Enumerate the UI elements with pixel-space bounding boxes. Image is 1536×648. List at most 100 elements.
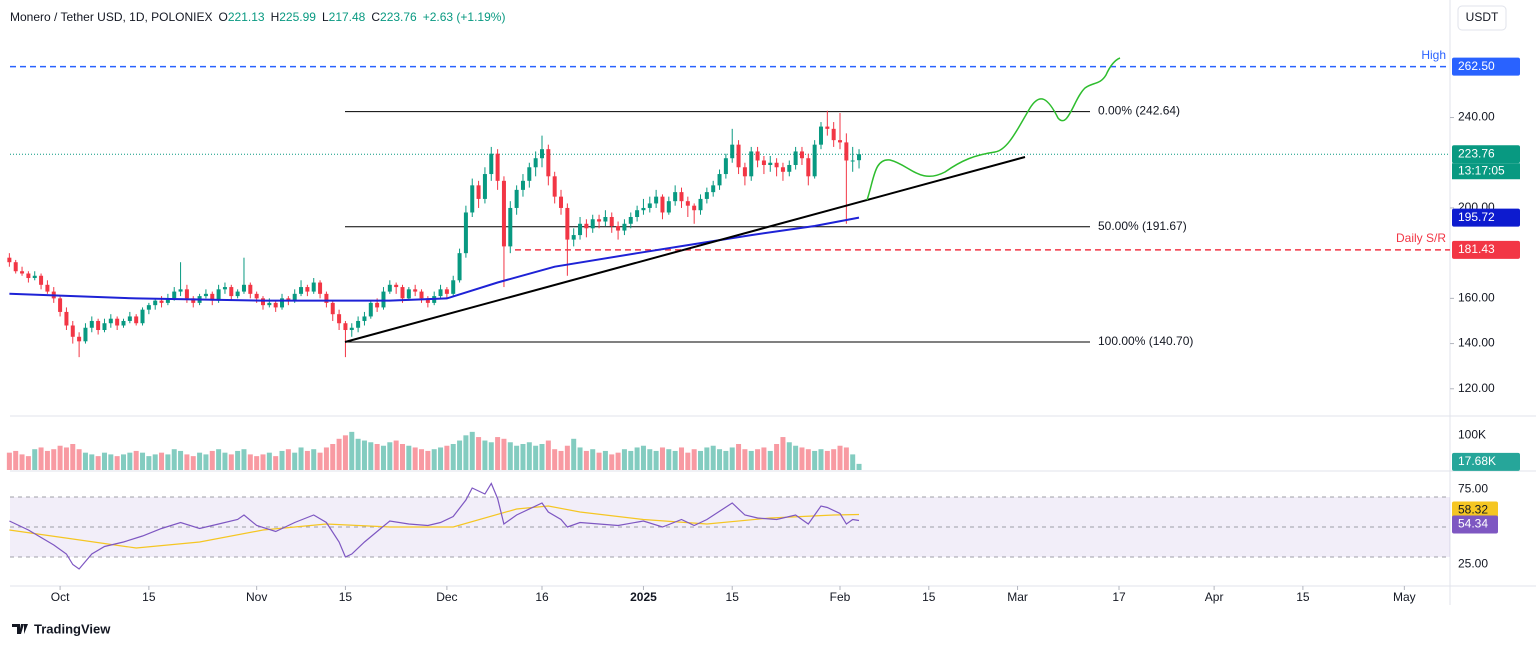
projection-path xyxy=(866,57,1121,201)
volume-bar xyxy=(419,449,425,470)
high-price-label-box xyxy=(1452,57,1520,76)
open-value: 221.13 xyxy=(228,10,265,24)
volume-bar xyxy=(190,456,196,470)
candle-body xyxy=(229,287,234,297)
volume-bar xyxy=(292,452,298,470)
candle-body xyxy=(286,298,291,301)
volume-bar xyxy=(133,450,139,470)
candle-body xyxy=(349,327,354,331)
ma-price-label: 195.72 xyxy=(1458,210,1495,224)
candle-body xyxy=(508,207,513,247)
candle-body xyxy=(761,160,766,166)
volume-bar xyxy=(653,450,659,470)
candle-body xyxy=(818,126,823,145)
candle-body xyxy=(559,196,564,208)
y-tick-label: 240.00 xyxy=(1458,110,1495,124)
volume-bar xyxy=(780,437,786,470)
volume-tick-label: 100K xyxy=(1458,428,1486,442)
candle-body xyxy=(489,153,494,175)
support-price-label-box xyxy=(1452,240,1520,259)
volume-bar xyxy=(856,463,862,470)
volume-bar xyxy=(44,450,50,470)
candle-body xyxy=(768,162,773,166)
currency-button[interactable] xyxy=(1457,5,1507,31)
volume-bar xyxy=(533,445,539,470)
candle-body xyxy=(39,275,44,285)
volume-bar xyxy=(431,449,437,470)
candle-body xyxy=(806,158,811,177)
candle-body xyxy=(730,144,735,159)
candle-body xyxy=(673,192,678,202)
candle-body xyxy=(324,293,329,303)
volume-bar xyxy=(38,447,44,470)
volume-bar xyxy=(70,444,76,470)
candle-body xyxy=(159,300,164,303)
support-line-name: Daily S/R xyxy=(1396,231,1446,245)
volume-bar xyxy=(501,438,507,470)
volume-bar xyxy=(558,450,564,470)
candle-body xyxy=(685,201,690,206)
currency-label[interactable]: USDT xyxy=(1466,10,1499,24)
volume-bar xyxy=(101,452,107,470)
volume-bar xyxy=(330,444,336,470)
volume-bar xyxy=(526,442,532,470)
volume-bar xyxy=(602,450,608,470)
volume-bar xyxy=(355,438,361,470)
volume-bar xyxy=(203,454,209,470)
volume-bar xyxy=(95,456,101,470)
candle-body xyxy=(375,302,380,308)
countdown: 13:17:05 xyxy=(1458,163,1505,177)
candle-body xyxy=(647,203,652,208)
ohlc-letter: O xyxy=(219,10,228,24)
symbol: Monero / Tether USD, 1D, POLONIEX xyxy=(10,10,213,24)
ma-price-label-box xyxy=(1452,208,1520,227)
volume-bar xyxy=(425,450,431,470)
volume-bar xyxy=(235,450,241,470)
candle-body xyxy=(102,323,107,331)
volume-bar xyxy=(152,454,158,470)
candle-body xyxy=(539,149,544,159)
header: Monero / Tether USD, 1D, POLONIEX O221.13… xyxy=(10,10,505,24)
candle-body xyxy=(571,235,576,240)
volume-bar xyxy=(63,447,69,470)
candle-body xyxy=(305,287,310,292)
candle-body xyxy=(184,289,189,299)
fib-label: 0.00% (242.64) xyxy=(1098,104,1180,118)
rsi-ma-label: 58.32 xyxy=(1458,503,1488,517)
volume-bar xyxy=(799,447,805,470)
candle-body xyxy=(140,309,145,324)
candle-body xyxy=(641,207,646,211)
volume-bar xyxy=(412,447,418,470)
volume-bar xyxy=(621,449,627,470)
volume-bar xyxy=(146,456,152,470)
candle-body xyxy=(172,291,177,299)
volume-bar xyxy=(266,452,272,470)
volume-bar xyxy=(108,454,114,470)
x-tick-label: Nov xyxy=(246,590,267,604)
candle-body xyxy=(812,144,817,177)
volume-bar xyxy=(469,431,475,470)
rsi-tick-label: 75.00 xyxy=(1458,482,1488,496)
volume-bar xyxy=(19,454,25,470)
support-price-label: 181.43 xyxy=(1458,242,1495,256)
candle-body xyxy=(20,271,25,274)
moving-average xyxy=(9,216,860,302)
candle-body xyxy=(343,323,348,331)
candle-body xyxy=(127,316,132,321)
volume-bar xyxy=(678,447,684,470)
volume-bar xyxy=(380,445,386,470)
logo: TradingView xyxy=(12,621,111,636)
volume-bar xyxy=(184,454,190,470)
volume-bar xyxy=(25,456,31,470)
candle-body xyxy=(96,320,101,331)
volume-bar xyxy=(361,440,367,470)
volume-bar xyxy=(6,452,12,470)
volume-bar xyxy=(818,449,824,470)
volume-bar xyxy=(742,449,748,470)
ohlc-letter: C xyxy=(371,10,380,24)
candle-body xyxy=(260,298,265,306)
volume-bar xyxy=(127,452,133,470)
volume-bar xyxy=(793,445,799,470)
close-value: 223.76 xyxy=(380,10,417,24)
